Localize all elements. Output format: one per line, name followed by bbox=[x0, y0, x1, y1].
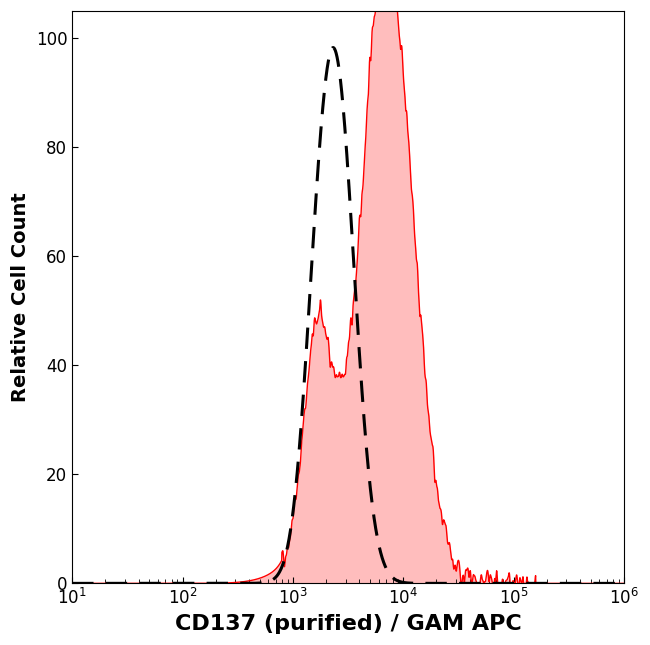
Y-axis label: Relative Cell Count: Relative Cell Count bbox=[11, 192, 30, 402]
X-axis label: CD137 (purified) / GAM APC: CD137 (purified) / GAM APC bbox=[175, 614, 521, 634]
